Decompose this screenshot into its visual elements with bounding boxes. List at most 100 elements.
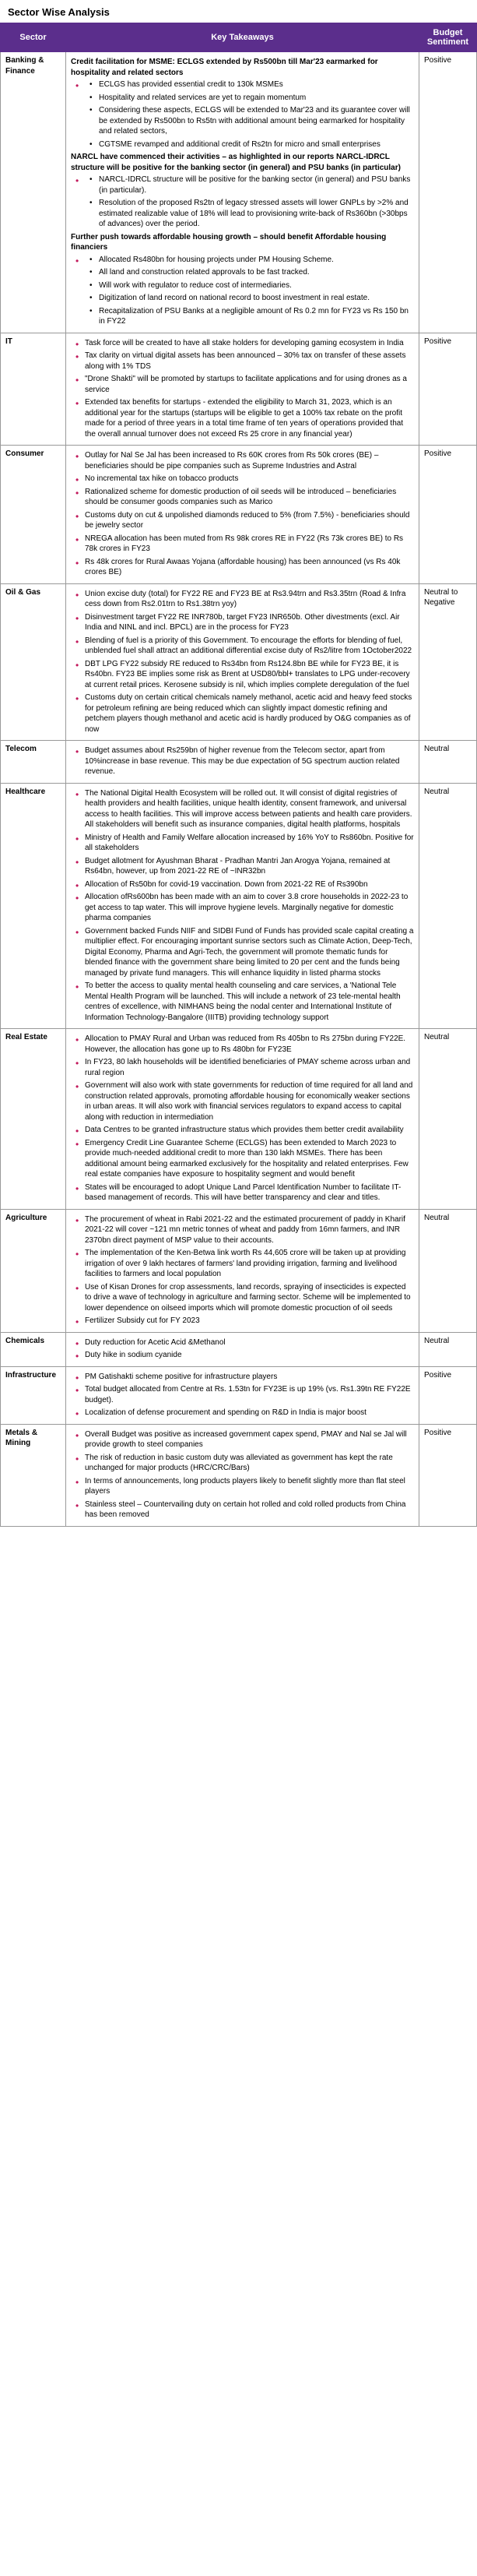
sentiment-cell: Neutral xyxy=(419,1332,477,1366)
list-item: NREGA allocation has been muted from Rs … xyxy=(85,534,414,555)
table-row: Banking & Finance Credit facilitation fo… xyxy=(1,52,477,333)
sentiment-cell: Neutral xyxy=(419,1209,477,1332)
list-item: NARCL-IDRCL structure will be positive f… xyxy=(99,174,414,196)
sub-heading: Further push towards affordable housing … xyxy=(71,232,414,253)
list-item: The National Digital Health Ecosystem wi… xyxy=(85,788,414,830)
takeaways-cell: PM Gatishakti scheme positive for infras… xyxy=(66,1366,419,1424)
list-item: Allocation to PMAY Rural and Urban was r… xyxy=(85,1034,414,1055)
list-item: To better the access to quality mental h… xyxy=(85,981,414,1023)
takeaways-cell: Credit facilitation for MSME: ECLGS exte… xyxy=(66,52,419,333)
list-item: All land and construction related approv… xyxy=(99,267,414,278)
list-item: Task force will be created to have all s… xyxy=(85,338,414,349)
list-item: In FY23, 80 lakh households will be iden… xyxy=(85,1057,414,1078)
sector-cell: Oil & Gas xyxy=(1,583,66,741)
list-item: Allocation ofRs600bn has been made with … xyxy=(85,892,414,924)
list-item: Duty hike in sodium cyanide xyxy=(85,1350,414,1361)
sentiment-cell: Positive xyxy=(419,446,477,584)
takeaways-cell: Outlay for Nal Se Jal has been increased… xyxy=(66,446,419,584)
sector-cell: IT xyxy=(1,333,66,446)
list-item: Tax clarity on virtual digital assets ha… xyxy=(85,351,414,372)
list-item: Government will also work with state gov… xyxy=(85,1080,414,1122)
list-item: No incremental tax hike on tobacco produ… xyxy=(85,474,414,485)
list-item: Use of Kisan Drones for crop assessments… xyxy=(85,1282,414,1314)
list-item: In terms of announcements, long products… xyxy=(85,1476,414,1497)
header-sector: Sector xyxy=(1,23,66,52)
sector-cell: Infrastructure xyxy=(1,1366,66,1424)
table-row: Oil & Gas Union excise duty (total) for … xyxy=(1,583,477,741)
list-item: Recapitalization of PSU Banks at a negli… xyxy=(99,306,414,327)
list-item: Duty reduction for Acetic Acid &Methanol xyxy=(85,1337,414,1348)
list-item: Emergency Credit Line Guarantee Scheme (… xyxy=(85,1138,414,1180)
table-row: Metals & Mining Overall Budget was posit… xyxy=(1,1424,477,1526)
list-item: Data Centres to be granted infrastructur… xyxy=(85,1125,414,1136)
sector-cell: Consumer xyxy=(1,446,66,584)
table-row: Infrastructure PM Gatishakti scheme posi… xyxy=(1,1366,477,1424)
sentiment-cell: Positive xyxy=(419,1366,477,1424)
list-item: DBT LPG FY22 subsidy RE reduced to Rs34b… xyxy=(85,659,414,691)
list-item: Stainless steel – Countervailing duty on… xyxy=(85,1499,414,1521)
takeaways-cell: Union excise duty (total) for FY22 RE an… xyxy=(66,583,419,741)
table-row: Consumer Outlay for Nal Se Jal has been … xyxy=(1,446,477,584)
table-row: Telecom Budget assumes about Rs259bn of … xyxy=(1,741,477,784)
sector-cell: Telecom xyxy=(1,741,66,784)
takeaways-cell: Overall Budget was positive as increased… xyxy=(66,1424,419,1526)
list-item: Customs duty on cut & unpolished diamond… xyxy=(85,510,414,531)
list-item: Hospitality and related services are yet… xyxy=(99,93,414,104)
table-row: Healthcare The National Digital Health E… xyxy=(1,783,477,1029)
table-row: Chemicals Duty reduction for Acetic Acid… xyxy=(1,1332,477,1366)
list-item: Blending of fuel is a priority of this G… xyxy=(85,636,414,657)
list-item: Ministry of Health and Family Welfare al… xyxy=(85,833,414,854)
sector-cell: Agriculture xyxy=(1,1209,66,1332)
page-title: Sector Wise Analysis xyxy=(0,0,477,23)
list-item: Resolution of the proposed Rs2tn of lega… xyxy=(99,198,414,230)
sentiment-cell: Neutral to Negative xyxy=(419,583,477,741)
list-item: PM Gatishakti scheme positive for infras… xyxy=(85,1372,414,1383)
table-row: IT Task force will be created to have al… xyxy=(1,333,477,446)
list-item: CGTSME revamped and additional credit of… xyxy=(99,139,414,150)
list-item: Rs 48k crores for Rural Awaas Yojana (af… xyxy=(85,557,414,578)
list-item: Will work with regulator to reduce cost … xyxy=(99,280,414,291)
sector-cell: Metals & Mining xyxy=(1,1424,66,1526)
list-item: Localization of defense procurement and … xyxy=(85,1408,414,1418)
takeaways-cell: Duty reduction for Acetic Acid &Methanol… xyxy=(66,1332,419,1366)
sentiment-cell: Neutral xyxy=(419,1029,477,1210)
sub-heading: NARCL have commenced their activities – … xyxy=(71,152,414,173)
list-item: Extended tax benefits for startups - ext… xyxy=(85,397,414,439)
takeaways-cell: Allocation to PMAY Rural and Urban was r… xyxy=(66,1029,419,1210)
list-item: The procurement of wheat in Rabi 2021-22… xyxy=(85,1214,414,1246)
list-item: Considering these aspects, ECLGS will be… xyxy=(99,105,414,137)
list-item: Total budget allocated from Centre at Rs… xyxy=(85,1384,414,1405)
sector-cell: Healthcare xyxy=(1,783,66,1029)
header-sentiment: Budget Sentiment xyxy=(419,23,477,52)
sector-cell: Real Estate xyxy=(1,1029,66,1210)
header-takeaways: Key Takeaways xyxy=(66,23,419,52)
list-item: Fertilizer Subsidy cut for FY 2023 xyxy=(85,1316,414,1327)
sector-cell: Chemicals xyxy=(1,1332,66,1366)
list-item: Union excise duty (total) for FY22 RE an… xyxy=(85,589,414,610)
list-item: Overall Budget was positive as increased… xyxy=(85,1429,414,1450)
list-item: The implementation of the Ken-Betwa link… xyxy=(85,1248,414,1280)
list-item: Allocation of Rs50bn for covid-19 vaccin… xyxy=(85,879,414,890)
sentiment-cell: Positive xyxy=(419,52,477,333)
takeaways-cell: Budget assumes about Rs259bn of higher r… xyxy=(66,741,419,784)
list-item: Disinvestment target FY22 RE INR780b, ta… xyxy=(85,612,414,633)
sentiment-cell: Positive xyxy=(419,1424,477,1526)
list-item: Allocated Rs480bn for housing projects u… xyxy=(99,255,414,266)
list-item: Budget allotment for Ayushman Bharat - P… xyxy=(85,856,414,877)
list-item: The risk of reduction in basic custom du… xyxy=(85,1453,414,1474)
sentiment-cell: Positive xyxy=(419,333,477,446)
takeaways-cell: The National Digital Health Ecosystem wi… xyxy=(66,783,419,1029)
sub-heading: Credit facilitation for MSME: ECLGS exte… xyxy=(71,57,414,78)
sentiment-cell: Neutral xyxy=(419,741,477,784)
sector-table: Sector Key Takeaways Budget Sentiment Ba… xyxy=(0,23,477,1527)
list-item: States will be encouraged to adopt Uniqu… xyxy=(85,1182,414,1203)
list-item: Outlay for Nal Se Jal has been increased… xyxy=(85,450,414,471)
list-item: Customs duty on certain critical chemica… xyxy=(85,692,414,735)
list-item: Government backed Funds NIIF and SIDBI F… xyxy=(85,926,414,979)
takeaways-cell: The procurement of wheat in Rabi 2021-22… xyxy=(66,1209,419,1332)
list-item: ECLGS has provided essential credit to 1… xyxy=(99,79,414,90)
takeaways-cell: Task force will be created to have all s… xyxy=(66,333,419,446)
list-item: Rationalized scheme for domestic product… xyxy=(85,487,414,508)
sector-cell: Banking & Finance xyxy=(1,52,66,333)
table-row: Real Estate Allocation to PMAY Rural and… xyxy=(1,1029,477,1210)
